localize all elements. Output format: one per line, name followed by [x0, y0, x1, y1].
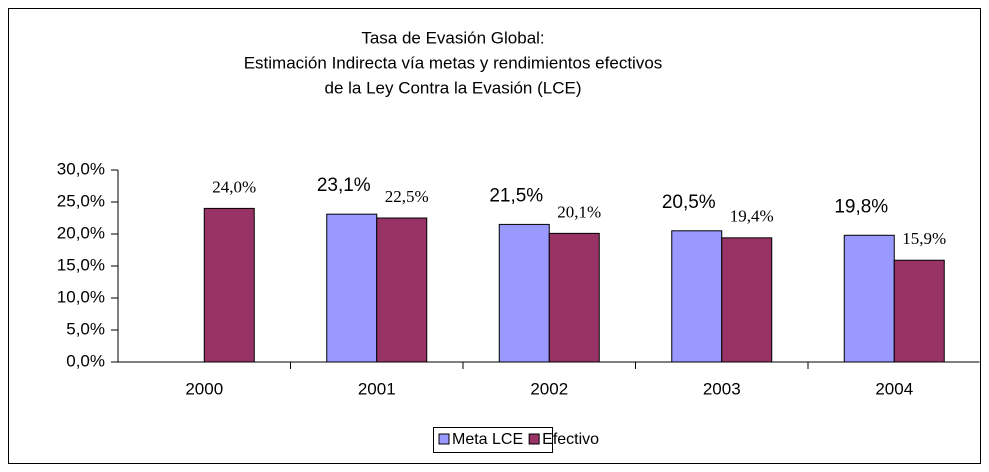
y-tick-label: 15,0% [57, 255, 105, 274]
value-label: 19,8% [834, 196, 888, 217]
chart-title: de la Ley Contra la Evasión (LCE) [324, 78, 581, 97]
y-tick-label: 25,0% [57, 191, 105, 210]
chart-title: Tasa de Evasión Global: [361, 28, 544, 47]
value-label: 21,5% [489, 185, 543, 206]
chart-border [8, 8, 981, 464]
value-label: 20,1% [557, 202, 601, 221]
y-tick-label: 20,0% [57, 223, 105, 242]
x-tick-label: 2004 [875, 379, 913, 398]
value-label: 23,1% [317, 175, 371, 196]
bar [326, 213, 378, 363]
legend-swatch [528, 433, 540, 445]
x-tick-label: 2000 [185, 379, 223, 398]
x-tick-label: 2002 [530, 379, 568, 398]
y-tick-label: 0,0% [66, 351, 105, 370]
bar [843, 234, 895, 363]
chart-title: Estimación Indirecta vía metas y rendimi… [244, 53, 663, 72]
bar [376, 217, 428, 363]
bar [671, 230, 723, 363]
legend-swatch [438, 433, 450, 445]
y-tick-label: 30,0% [57, 159, 105, 178]
value-label: 15,9% [902, 229, 946, 248]
y-tick-label: 5,0% [66, 319, 105, 338]
value-label: 22,5% [385, 187, 429, 206]
bar [893, 259, 945, 363]
x-tick-label: 2001 [358, 379, 396, 398]
legend-label: Meta LCE [452, 431, 523, 448]
bar [203, 207, 255, 363]
value-label: 24,0% [212, 177, 256, 196]
bar [721, 237, 773, 363]
x-tick-label: 2003 [703, 379, 741, 398]
bar [548, 232, 600, 363]
value-label: 19,4% [730, 207, 774, 226]
legend-label: Efectivo [542, 431, 599, 448]
bar [498, 223, 550, 363]
y-tick-label: 10,0% [57, 287, 105, 306]
value-label: 20,5% [662, 192, 716, 213]
